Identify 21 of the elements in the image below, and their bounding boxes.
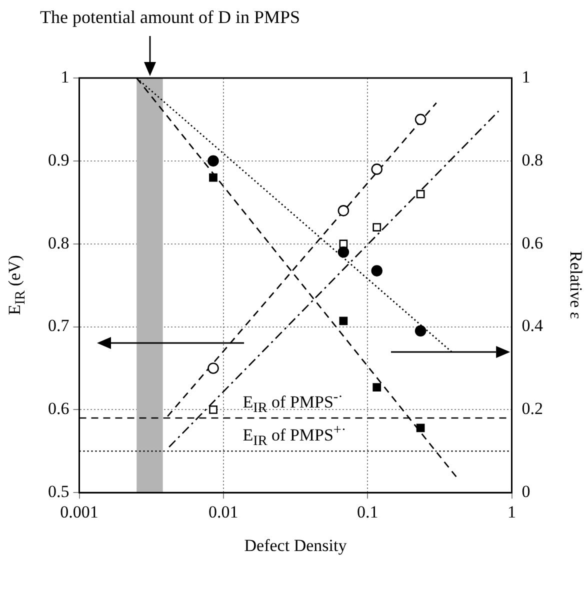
- text: The potential amount of D in PMPS: [40, 7, 300, 27]
- y-tick-label: 0.6: [48, 399, 70, 418]
- y2-tick-label: 0.6: [522, 233, 543, 252]
- y2-tick-label: 1: [522, 67, 530, 86]
- y-tick-label: 1: [60, 67, 70, 86]
- y2-tick-label: 0.8: [522, 150, 543, 170]
- x-tick-label: 0.1: [356, 502, 378, 522]
- x-axis-title: Defect Density: [244, 536, 347, 555]
- ref-line-label: E$_{IR}$ of PMPS$^{-·}$: [242, 388, 343, 416]
- y-tick-label: 0.7: [48, 316, 70, 336]
- y2-tick-label: 0.2: [522, 399, 543, 418]
- y2-tick-label: 0: [522, 482, 530, 502]
- x-tick-label: 0.001: [60, 502, 98, 522]
- y-tick-label: 0.5: [48, 482, 70, 502]
- y-tick-label: 0.9: [48, 150, 70, 170]
- y2-axis-title: Relative ε: [566, 251, 586, 320]
- x-tick-label: 0.01: [208, 502, 238, 522]
- y2-tick-label: 0.4: [522, 316, 544, 336]
- x-tick-label: 1: [508, 502, 516, 522]
- y-tick-label: 0.8: [48, 233, 70, 252]
- ref-line-label: E$_{IR}$ of PMPS$^{+·}$: [242, 422, 346, 449]
